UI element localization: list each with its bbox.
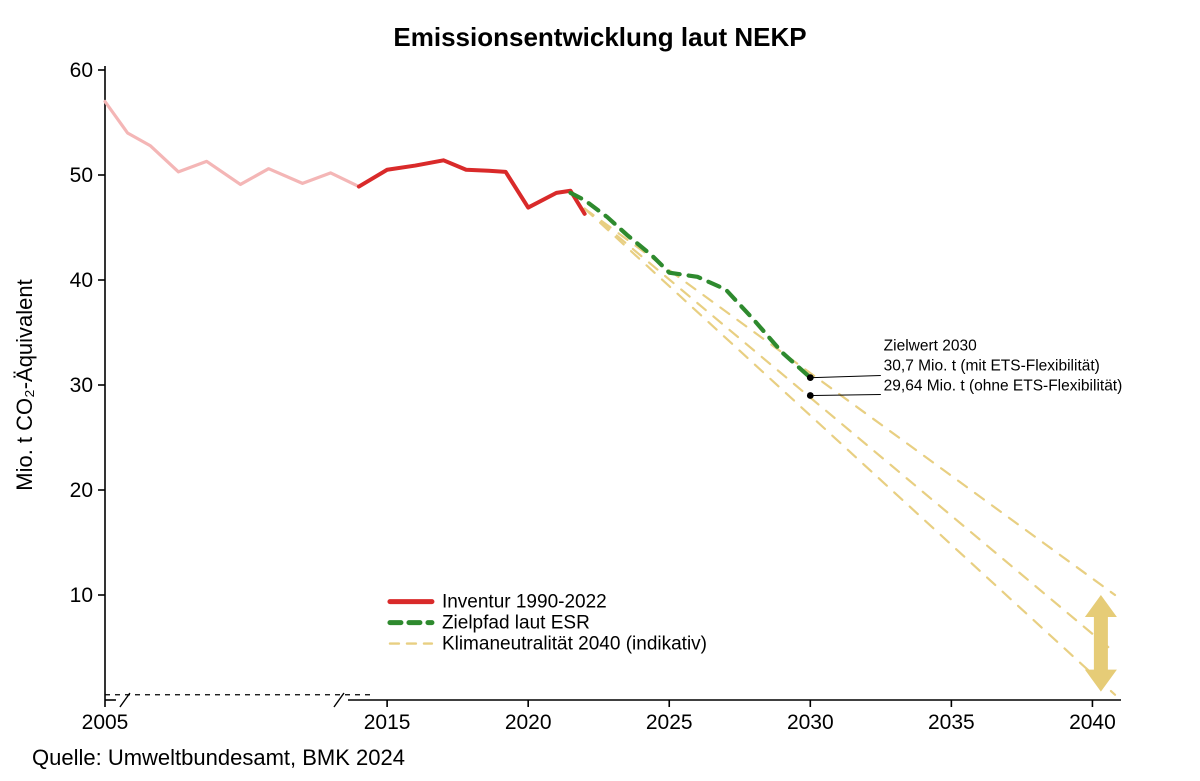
legend-label-inventur: Inventur 1990-2022 (442, 592, 607, 613)
chart-svg: Emissionsentwicklung laut NEKP1020304050… (0, 0, 1200, 781)
x-tick-label: 2005 (82, 711, 129, 734)
annotation-ziel-ohne: 29,64 Mio. t (ohne ETS-Flexibilität) (884, 377, 1123, 394)
chart-title: Emissionsentwicklung laut NEKP (393, 22, 806, 52)
x-tick-label: 2040 (1069, 711, 1116, 734)
x-tick-label: 2035 (928, 711, 975, 734)
x-tick-label: 2025 (646, 711, 693, 734)
y-tick-label: 10 (70, 584, 93, 607)
x-tick-label: 2030 (787, 711, 834, 734)
y-tick-label: 40 (70, 269, 93, 292)
y-tick-label: 60 (70, 59, 93, 82)
legend-label-zielpfad: Zielpfad laut ESR (442, 613, 590, 634)
source-caption: Quelle: Umweltbundesamt, BMK 2024 (32, 745, 405, 770)
legend-label-kn2040: Klimaneutralität 2040 (indikativ) (442, 634, 707, 655)
y-tick-label: 30 (70, 374, 93, 397)
y-tick-label: 50 (70, 164, 93, 187)
y-axis-label: Mio. t CO₂-Äquivalent (12, 279, 37, 491)
y-tick-label: 20 (70, 479, 93, 502)
annotation-ziel-mit: 30,7 Mio. t (mit ETS-Flexibilität) (884, 357, 1100, 374)
annotation-marker (807, 392, 814, 399)
annotation-marker (807, 374, 814, 381)
x-tick-label: 2020 (505, 711, 552, 734)
chart-container: Emissionsentwicklung laut NEKP1020304050… (0, 0, 1200, 781)
annotation-ziel-header: Zielwert 2030 (884, 337, 977, 354)
x-tick-label: 2015 (364, 711, 411, 734)
